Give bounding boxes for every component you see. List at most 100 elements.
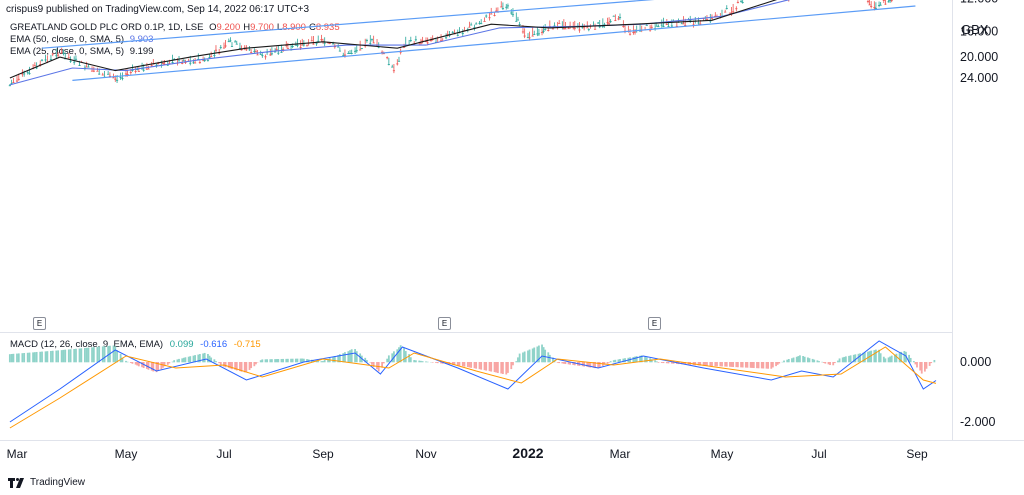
macd-histogram-bar — [737, 362, 739, 368]
candle-body — [33, 65, 36, 67]
macd-histogram-bar — [282, 358, 284, 363]
candle-body — [39, 64, 42, 65]
macd-histogram-bar — [414, 360, 417, 363]
currency-unit[interactable]: GBX — [961, 22, 989, 37]
macd-histogram-bar — [73, 348, 76, 363]
earnings-event-marker[interactable]: E — [438, 317, 451, 330]
macd-histogram-bar — [515, 361, 518, 363]
ema25-value: 9.199 — [129, 46, 154, 57]
macd-histogram-bar — [729, 362, 731, 367]
macd-histogram-bar — [824, 362, 827, 364]
macd-histogram-bar — [150, 362, 153, 371]
candle-body — [655, 25, 658, 27]
macd-histogram-bar — [243, 362, 246, 373]
candle-body — [736, 2, 740, 3]
macd-histogram-bar — [832, 362, 835, 366]
channel-lower-line — [41, 0, 655, 49]
macd-histogram-bar — [131, 362, 134, 364]
macd-histogram-bar — [859, 353, 861, 363]
macd-histogram-bar — [403, 347, 405, 363]
macd-histogram-bar — [655, 361, 658, 363]
macd-histogram-bar — [286, 358, 289, 363]
earnings-event-marker[interactable]: E — [648, 317, 661, 330]
macd-histogram-bar — [386, 358, 389, 363]
candle-body — [121, 78, 124, 80]
macd-histogram-bar — [470, 362, 473, 368]
candle-body — [206, 59, 210, 61]
macd-histogram-bar — [17, 353, 20, 363]
footer[interactable]: TradingView — [8, 477, 85, 488]
candle-body — [581, 27, 584, 29]
macd-histogram-bar — [908, 354, 910, 363]
candle-body — [166, 64, 169, 66]
candle-body — [478, 22, 481, 24]
macd-histogram-bar — [875, 349, 877, 363]
candle-body — [302, 44, 305, 46]
macd-histogram-bar — [541, 344, 543, 363]
candle-body — [419, 42, 423, 44]
macd-histogram-bar — [704, 362, 707, 366]
candle-body — [182, 60, 185, 62]
macd-histogram-bar — [121, 357, 124, 363]
candle-body — [119, 77, 122, 79]
candle-body — [275, 49, 278, 51]
macd-histogram-bar — [523, 351, 526, 363]
macd-histogram-bar — [724, 362, 727, 367]
time-tick-label: 2022 — [512, 445, 543, 461]
candle-body — [189, 62, 192, 64]
candle-body — [468, 26, 471, 28]
macd-histogram-bar — [391, 353, 394, 363]
macd-histogram-bar — [458, 362, 461, 366]
candle-body — [533, 34, 536, 36]
macd-histogram-bar — [371, 362, 373, 365]
macd-histogram-bar — [366, 360, 368, 363]
macd-histogram-bar — [527, 350, 529, 363]
candle-body — [348, 53, 352, 54]
macd-histogram-bar — [409, 357, 412, 363]
macd-histogram-bar — [364, 357, 367, 363]
macd-histogram-bar — [924, 362, 926, 372]
macd-histogram-bar — [445, 362, 447, 364]
macd-histogram-bar — [884, 358, 887, 363]
candle-body — [74, 58, 78, 60]
macd-histogram-bar — [85, 347, 88, 363]
candle-body — [377, 46, 380, 48]
macd-histogram-bar — [173, 360, 176, 363]
candle-body — [253, 50, 256, 52]
macd-histogram-bar — [879, 353, 882, 363]
macd-histogram-bar — [517, 357, 519, 363]
macd-histogram-bar — [301, 358, 304, 363]
candle-body — [245, 49, 248, 51]
macd-histogram-bar — [207, 353, 209, 363]
candle-body — [622, 26, 625, 27]
candle-body — [214, 49, 218, 51]
candle-body — [387, 64, 390, 65]
macd-histogram-bar — [561, 362, 564, 364]
ohlc-l: L8.900 — [277, 22, 306, 33]
macd-histogram-bar — [435, 362, 437, 363]
candle-body — [526, 37, 530, 39]
ohlc-key: H — [243, 22, 251, 33]
macd-histogram-bar — [665, 362, 668, 364]
macd-histogram-bar — [702, 362, 705, 366]
macd-histogram-bar — [189, 356, 192, 363]
ohlc-value: 9.200 — [216, 22, 241, 33]
candle-body — [521, 31, 525, 33]
time-tick-label: May — [115, 447, 138, 461]
candle-body — [583, 27, 586, 29]
macd-histogram-bar — [895, 353, 898, 363]
macd-histogram-bar — [21, 353, 24, 363]
macd-histogram-bar — [898, 352, 901, 363]
macd-histogram-bar — [347, 351, 350, 363]
price-tick-label: 20.000 — [960, 50, 998, 64]
earnings-event-marker[interactable]: E — [33, 317, 46, 330]
macd-histogram-bar — [327, 359, 329, 363]
candle-body — [495, 10, 498, 12]
macd-histogram-bar — [176, 359, 179, 363]
candle-body — [877, 5, 881, 6]
candle-body — [735, 8, 738, 10]
candle-body — [294, 44, 297, 46]
macd-signal-value: -0.715 — [233, 339, 261, 350]
candle-body — [866, 1, 870, 3]
